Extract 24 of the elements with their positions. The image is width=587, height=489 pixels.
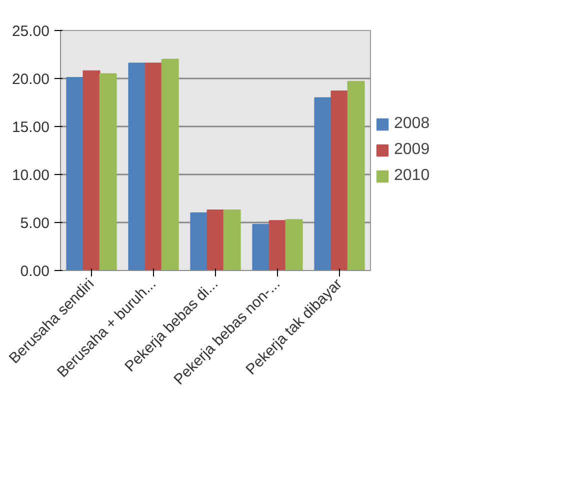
legend-label: 2008 [394,115,430,133]
bar [252,224,270,270]
y-tick-label: 10.00 [12,167,50,184]
bar [144,62,162,270]
y-tick-label: 5.00 [20,215,50,232]
bar [285,219,303,270]
y-tick-label: 15.00 [12,119,50,136]
bar [314,97,332,270]
y-tick-label: 20.00 [12,71,50,88]
bar [206,210,224,270]
y-tick-label: 25.00 [12,23,50,40]
bar [161,58,179,270]
bar [128,62,146,270]
bar [99,73,117,270]
legend-label: 2010 [394,167,430,185]
bar [347,80,365,270]
y-tick-label: 0.00 [20,263,50,280]
bar [223,210,241,270]
bar [330,90,348,270]
bar [66,77,84,270]
bar [190,212,208,270]
legend-label: 2009 [394,141,430,159]
bar [268,220,286,270]
bar [82,70,100,270]
